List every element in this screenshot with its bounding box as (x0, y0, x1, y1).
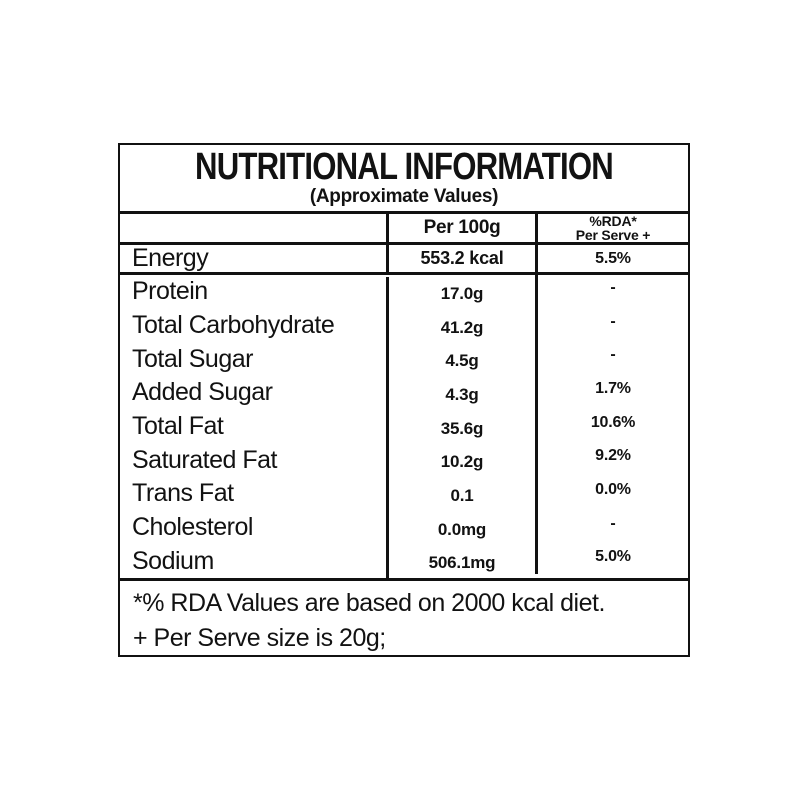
nutrition-label: NUTRITIONAL INFORMATION (Approximate Val… (118, 143, 690, 657)
label-subtitle: (Approximate Values) (309, 186, 499, 207)
header-rda: %RDA* Per Serve + (535, 214, 688, 242)
per-100g-value: 553.2 kcal (386, 245, 535, 272)
footnote-rda: *% RDA Values are based on 2000 kcal die… (133, 589, 605, 617)
rda-value: - (535, 304, 688, 339)
nutrient-rows: Protein 17.0g - Total Carbohydrate 41.2g… (120, 271, 688, 581)
label-title: NUTRITIONAL INFORMATION (195, 146, 614, 188)
nutrient-name: Total Sugar (132, 344, 253, 373)
rda-value: 10.6% (535, 405, 688, 440)
rda-value: 5.0% (535, 540, 688, 575)
rda-value: 5.5% (535, 245, 688, 272)
nutrient-name: Saturated Fat (132, 445, 277, 474)
table-row: Total Fat 35.6g 10.6% (120, 405, 688, 446)
rda-value: - (535, 338, 688, 373)
rda-value: - (535, 271, 688, 305)
table-row: Sodium 506.1mg 5.0% (120, 540, 688, 581)
per-100g-value: 17.0g (386, 277, 535, 311)
table-row: Saturated Fat 10.2g 9.2% (120, 439, 688, 480)
per-100g-value: 0.1 (386, 479, 535, 513)
table-row: Protein 17.0g - (120, 271, 688, 311)
nutrient-name: Trans Fat (132, 479, 234, 508)
per-100g-value: 41.2g (386, 310, 535, 345)
table-row: Total Sugar 4.5g - (120, 338, 688, 379)
header-rda-line1: %RDA* (589, 214, 637, 229)
per-100g-value: 506.1mg (386, 546, 535, 581)
energy-row: Energy 553.2 kcal 5.5% (120, 245, 688, 275)
rda-value: 9.2% (535, 439, 688, 474)
per-100g-value: 4.3g (386, 378, 535, 412)
header-rda-line2: Per Serve + (575, 227, 651, 242)
table-row: Total Carbohydrate 41.2g - (120, 304, 688, 345)
table-row: Cholesterol 0.0mg - (120, 506, 688, 547)
rda-value: 1.7% (535, 372, 688, 406)
footnotes: *% RDA Values are based on 2000 kcal die… (120, 581, 688, 655)
column-header-row: Per 100g %RDA* Per Serve + (120, 214, 688, 245)
nutrient-name: Total Fat (132, 412, 224, 441)
table-row: Added Sugar 4.3g 1.7% (120, 372, 688, 412)
per-100g-value: 0.0mg (386, 512, 535, 547)
nutrient-name: Total Carbohydrate (132, 311, 335, 339)
rda-value: - (535, 506, 688, 541)
table-row: Trans Fat 0.1 0.0% (120, 473, 688, 513)
nutrient-name: Cholesterol (132, 513, 253, 542)
header-per-100g: Per 100g (386, 214, 535, 242)
rda-value: 0.0% (535, 473, 688, 507)
title-section: NUTRITIONAL INFORMATION (Approximate Val… (120, 145, 688, 214)
header-nutrient-cell (120, 214, 386, 242)
nutrient-name: Added Sugar (132, 378, 273, 407)
per-100g-value: 35.6g (386, 411, 535, 446)
nutrient-name: Sodium (132, 546, 214, 575)
nutrient-name: Protein (132, 277, 208, 306)
per-100g-value: 10.2g (386, 445, 535, 480)
footnote-serve: + Per Serve size is 20g; (133, 624, 386, 652)
per-100g-value: 4.5g (386, 344, 535, 379)
nutrient-name: Energy (132, 245, 209, 272)
